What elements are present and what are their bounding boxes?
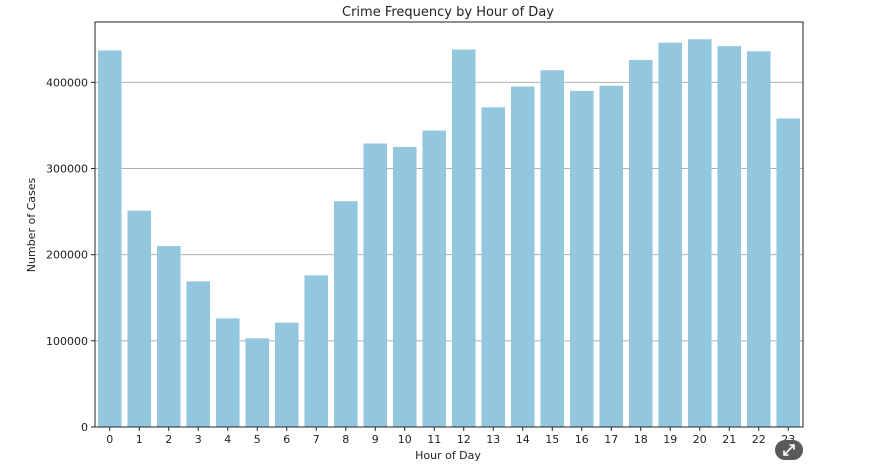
bar-hour-11 [422, 130, 447, 427]
bar-hour-20 [687, 39, 712, 428]
bar-hour-5 [245, 338, 270, 427]
plot-frame [94, 21, 804, 428]
y-tick-label: 300000 [46, 162, 88, 175]
x-tick-label: 22 [752, 433, 766, 446]
x-tick-label: 3 [195, 433, 202, 446]
expand-button[interactable] [775, 440, 803, 460]
chart-title: Crime Frequency by Hour of Day [342, 5, 554, 20]
bars [97, 39, 801, 428]
bar-hour-13 [481, 107, 506, 428]
bar-hour-16 [569, 90, 594, 428]
x-tick-label: 15 [545, 433, 559, 446]
x-tick-label: 13 [486, 433, 500, 446]
bar-hour-4 [215, 318, 240, 427]
x-tick-label: 17 [604, 433, 618, 446]
bar-hour-14 [510, 86, 535, 428]
bar-hour-10 [392, 146, 417, 427]
x-tick-label: 10 [398, 433, 412, 446]
x-tick-label: 0 [106, 433, 113, 446]
bar-hour-0 [97, 50, 122, 428]
bar-hour-22 [746, 51, 771, 427]
x-axis-ticks: 01234567891011121314151617181920212223 [106, 427, 795, 446]
x-tick-label: 11 [427, 433, 441, 446]
x-tick-label: 6 [283, 433, 290, 446]
bar-hour-19 [658, 42, 683, 428]
bar-hour-17 [599, 85, 624, 427]
bar-hour-23 [776, 118, 801, 428]
bar-hour-1 [127, 210, 152, 427]
x-tick-label: 12 [457, 433, 471, 446]
x-tick-label: 21 [722, 433, 736, 446]
x-tick-label: 18 [634, 433, 648, 446]
x-tick-label: 9 [372, 433, 379, 446]
bar-hour-7 [304, 275, 329, 427]
x-tick-label: 8 [342, 433, 349, 446]
x-tick-label: 1 [136, 433, 143, 446]
y-tick-label: 200000 [46, 249, 88, 262]
bar-hour-21 [717, 46, 742, 428]
y-tick-label: 100000 [46, 335, 88, 348]
x-axis-label: Hour of Day [415, 449, 481, 462]
x-tick-label: 14 [516, 433, 530, 446]
x-tick-label: 7 [313, 433, 320, 446]
y-axis-label: Number of Cases [25, 178, 38, 273]
bar-hour-6 [274, 322, 299, 427]
x-tick-label: 5 [254, 433, 261, 446]
y-axis-ticks: 0 100000 200000 300000 400000 [46, 76, 95, 434]
x-tick-label: 16 [575, 433, 589, 446]
bar-hour-9 [363, 143, 388, 427]
bar-hour-8 [333, 201, 358, 427]
bar-hour-3 [186, 281, 211, 427]
x-tick-label: 20 [693, 433, 707, 446]
x-tick-label: 2 [165, 433, 172, 446]
bar-hour-15 [540, 70, 565, 428]
y-tick-label: 0 [81, 421, 88, 434]
grid-lines [95, 81, 803, 342]
x-tick-label: 4 [224, 433, 231, 446]
expand-arrows-icon [783, 444, 795, 456]
bar-hour-12 [451, 49, 476, 428]
x-tick-label: 19 [663, 433, 677, 446]
bar-hour-18 [628, 59, 653, 428]
bar-hour-2 [156, 246, 181, 427]
y-tick-label: 400000 [46, 76, 88, 89]
